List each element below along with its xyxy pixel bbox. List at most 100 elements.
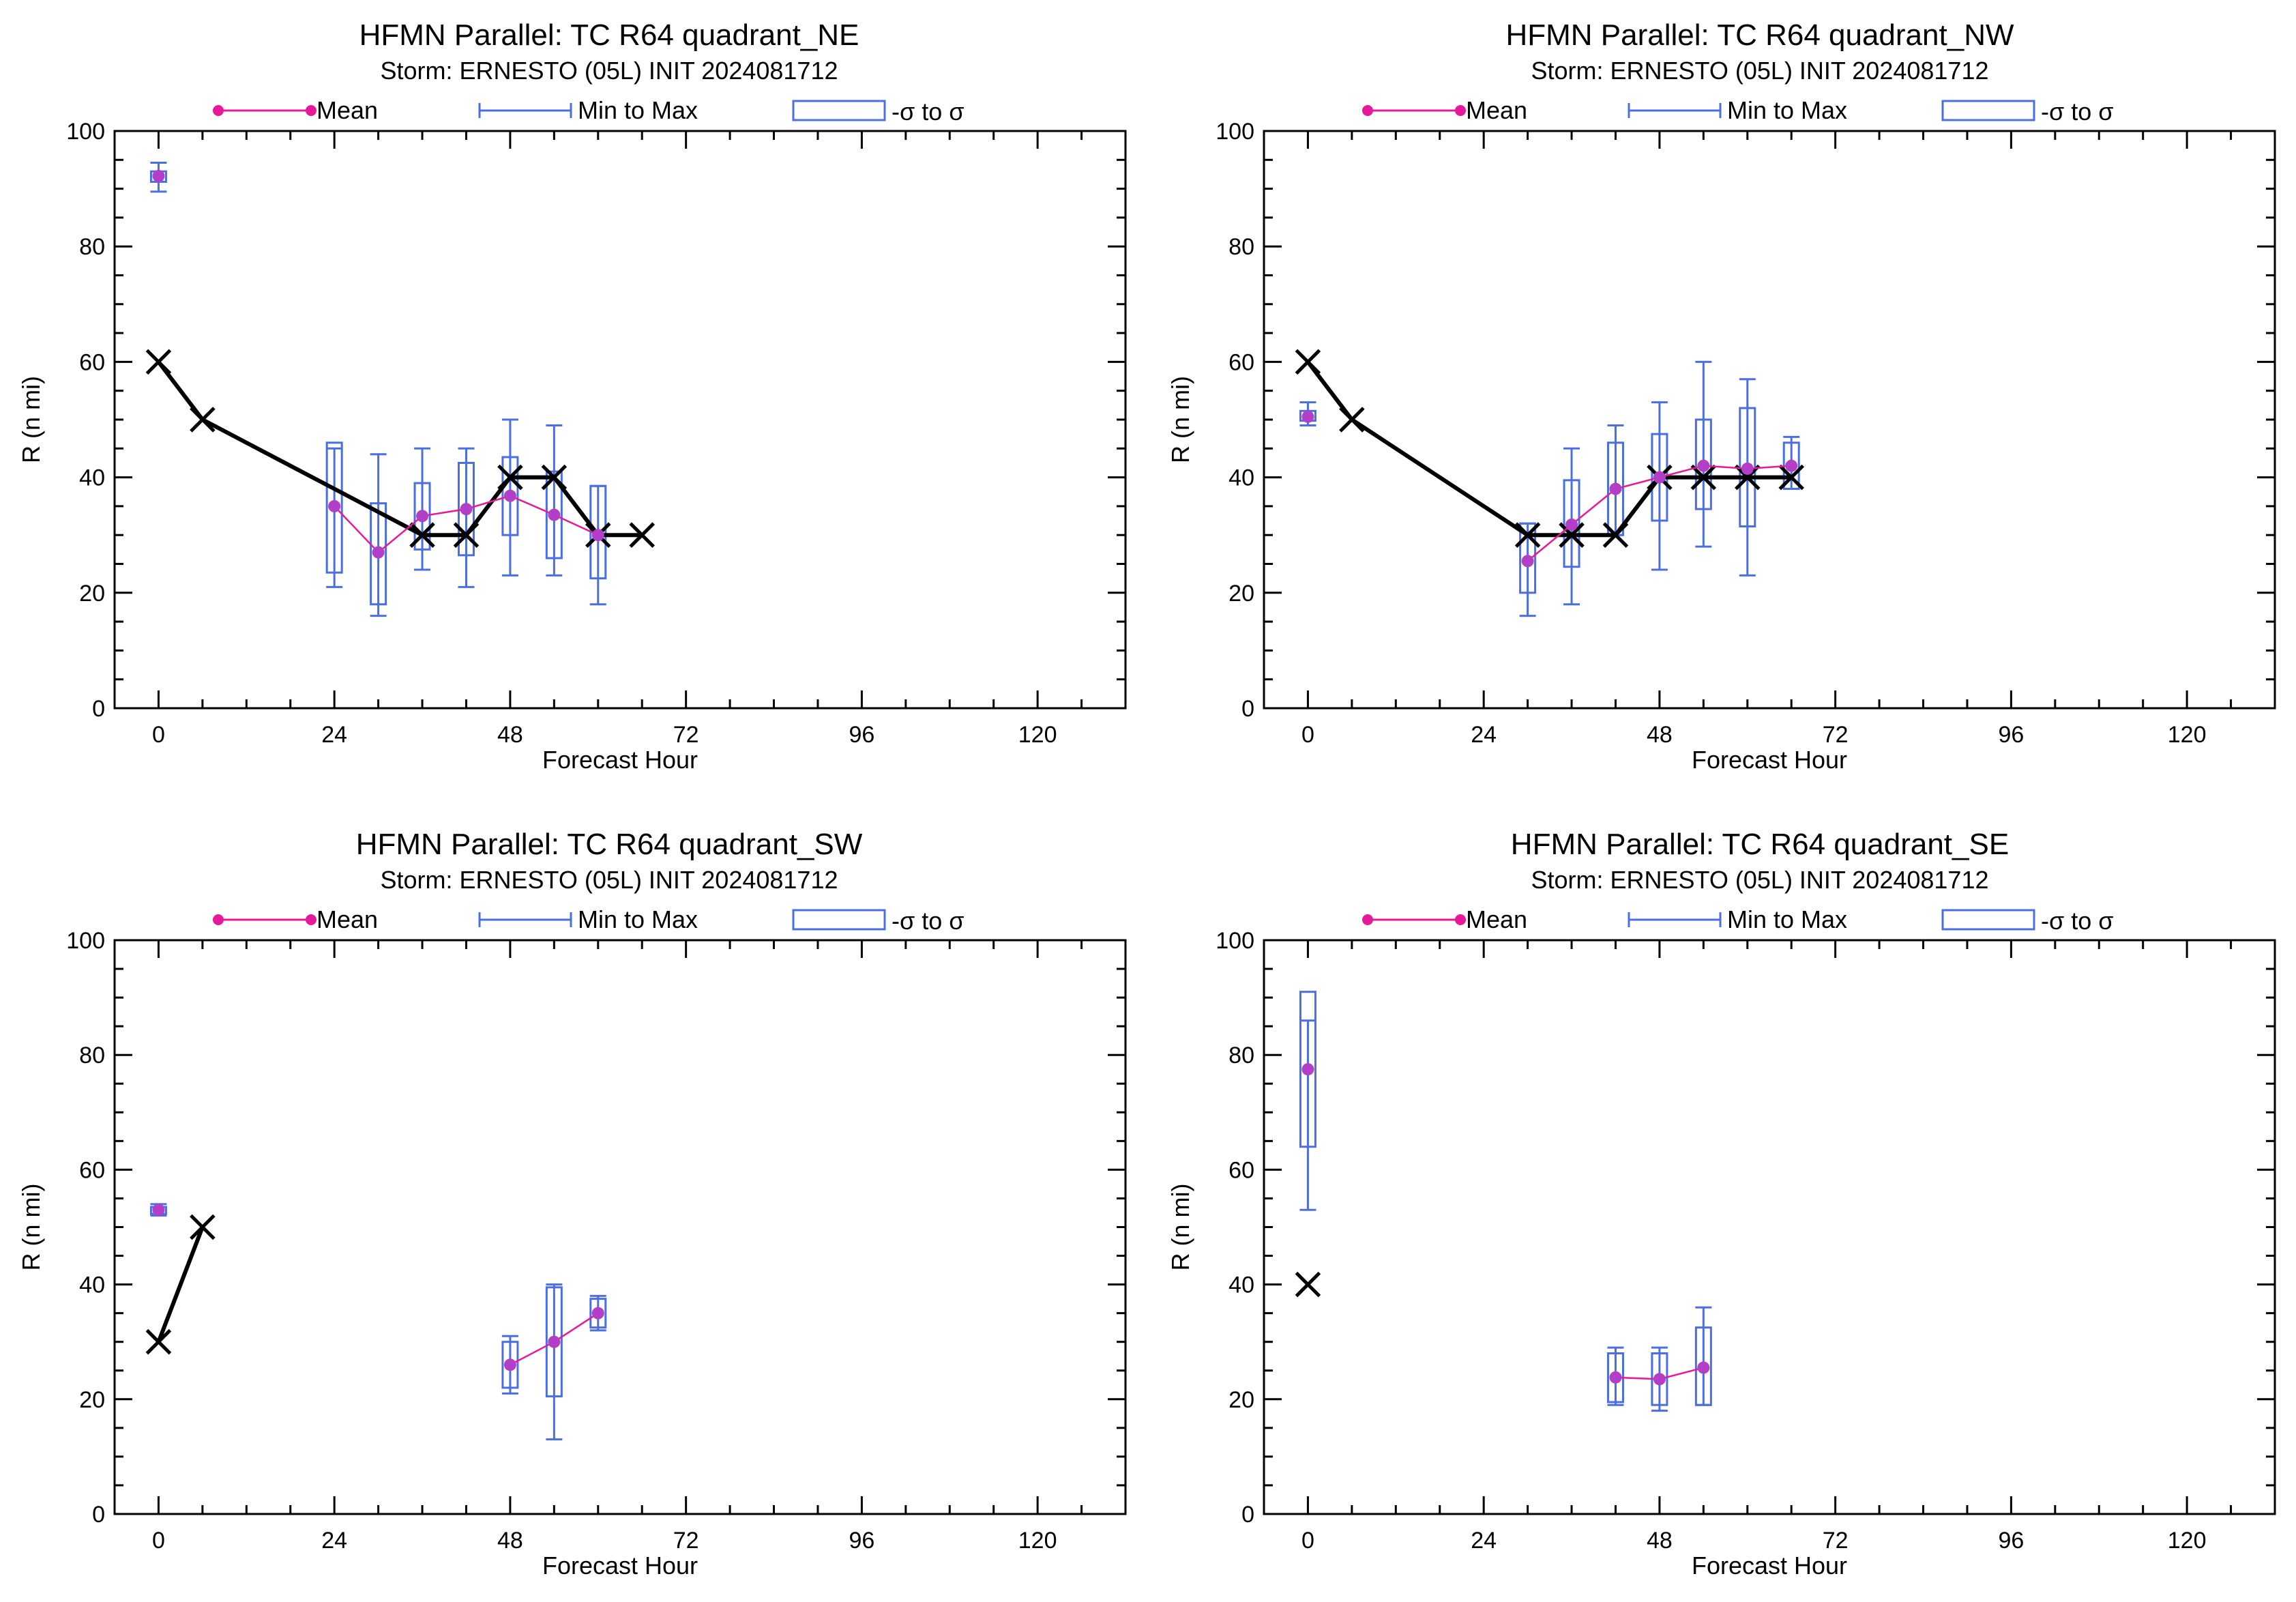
mean-point [548,508,561,521]
chart-panel-1: HFMN Parallel: TC R64 quadrant_NW Storm: … [1166,18,2276,774]
legend-mean-label: Mean [1466,905,1527,933]
box-whisker-h36 [413,447,431,571]
y-tick-label: 20 [1228,581,1254,607]
legend-range-label: Min to Max [578,905,698,933]
chart-subtitle: Storm: ERNESTO (05L) INIT 2024081712 [381,57,838,85]
chart-subtitle: Storm: ERNESTO (05L) INIT 2024081712 [1531,866,1989,894]
best-track-marker [409,522,435,548]
mean-point [1609,482,1622,495]
y-tick-label: 100 [66,119,105,145]
legend: Mean Min to Max -σ to σ [213,96,964,126]
legend-mean-label: Mean [317,96,378,124]
mean-point [328,499,341,512]
y-tick-label: 80 [79,1043,105,1068]
x-tick-label: 24 [321,1528,347,1554]
x-tick-label: 96 [849,722,874,748]
mean-point [591,529,604,542]
mean-point [1301,1063,1314,1076]
y-tick-label: 40 [1228,465,1254,491]
best-track-marker [190,407,216,433]
best-track-marker [1559,522,1585,548]
box-whisker-h42 [1606,424,1624,536]
chart-subtitle: Storm: ERNESTO (05L) INIT 2024081712 [1531,57,1989,85]
legend-sigma-label: -σ to σ [2041,907,2113,935]
axis-ticks [1264,131,2275,708]
mean-point [1697,1361,1710,1374]
marker-stroke [629,522,655,548]
x-tick-label: 72 [673,1528,699,1554]
legend-mean-marker [1455,914,1466,925]
y-tick-label: 20 [79,1387,105,1413]
x-tick-label: 48 [1647,1528,1673,1554]
mean-point [503,489,516,502]
sigma-box [589,1298,607,1329]
x-axis-label: Forecast Hour [1692,1552,1847,1579]
legend-range-label: Min to Max [578,96,698,124]
marker-stroke [190,407,216,433]
best-track-marker [1690,464,1717,491]
legend-range-label: Min to Max [1727,96,1847,124]
chart-title: HFMN Parallel: TC R64 quadrant_NE [359,18,859,52]
x-tick-label: 120 [2168,1528,2207,1554]
sigma-box [457,461,475,557]
legend-mean-marker [1362,914,1373,925]
mean-point [503,1358,516,1371]
x-tick-label: 48 [497,1528,523,1554]
legend: Mean Min to Max -σ to σ [1362,96,2113,126]
mean-point [460,503,473,516]
legend: Mean Min to Max -σ to σ [213,905,964,935]
x-tick-label: 96 [849,1528,874,1554]
plot-frame [113,939,1127,1515]
legend-sigma-label: -σ to σ [892,907,964,935]
x-tick-label: 48 [1647,722,1673,748]
marker-stroke [145,1328,172,1355]
marker-stroke [1514,522,1541,548]
box-whisker-h30 [1519,522,1537,617]
marker-stroke [1339,407,1365,433]
y-tick-label: 60 [79,349,105,375]
marker-stroke [1295,349,1321,375]
x-tick-label: 72 [673,722,699,748]
best-track-line [156,1226,205,1343]
marker-stroke [541,464,568,491]
plot-frame [1263,939,2276,1515]
mean-point [1697,459,1710,472]
y-axis-label: R (n mi) [1166,376,1194,463]
y-tick-label: 0 [92,696,105,722]
x-tick-label: 0 [1301,722,1314,748]
mean-point [372,546,385,559]
best-track-line [1306,360,1792,538]
y-tick-label: 60 [1228,1157,1254,1183]
legend: Mean Min to Max -σ to σ [1362,905,2113,935]
y-tick-label: 40 [79,1272,105,1298]
mean-point [1521,555,1534,568]
x-tick-label: 120 [1018,722,1057,748]
best-track-marker [1514,522,1541,548]
mean-point [1301,410,1314,423]
best-track-marker [145,1328,172,1355]
axis-ticks [115,940,1125,1514]
y-tick-label: 20 [1228,1387,1254,1413]
legend-mean-label: Mean [1466,96,1527,124]
y-tick-label: 0 [1241,1502,1254,1528]
sigma-box [413,482,431,551]
marker-stroke [1295,1271,1321,1298]
y-tick-label: 20 [79,581,105,607]
chart-title: HFMN Parallel: TC R64 quadrant_SE [1511,828,2009,861]
best-track-line [157,360,643,538]
x-tick-label: 0 [1301,1528,1314,1554]
legend-mean-marker [213,105,224,116]
legend-mean-marker [306,105,317,116]
sigma-box [1694,418,1712,510]
mean-point [591,1307,604,1320]
best-track-marker [453,522,480,548]
marker-stroke [190,1214,216,1240]
legend-sigma-box [1941,100,2035,121]
best-track-marker [1295,349,1321,375]
legend-mean-marker [213,914,224,925]
x-tick-label: 0 [152,1528,165,1554]
x-tick-label: 96 [1998,722,2024,748]
chart-panel-0: HFMN Parallel: TC R64 quadrant_NE Storm: … [17,18,1127,774]
marker-stroke [1778,464,1804,491]
mean-point [548,1335,561,1348]
